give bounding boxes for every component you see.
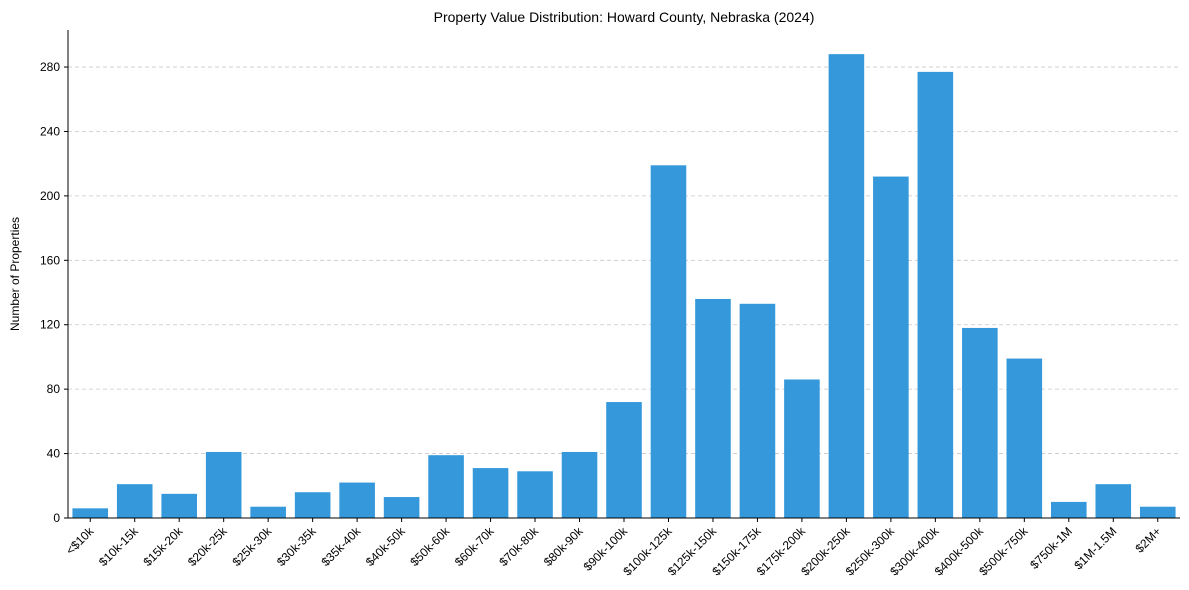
x-tick-label: $70k-80k — [496, 524, 542, 570]
x-tick-labels: <$10k $10k-15k $15k-20k $20k-25k $25k-30k $30… — [63, 524, 1164, 579]
bars — [72, 54, 1176, 519]
bar — [472, 468, 509, 518]
bar — [561, 451, 598, 518]
x-tick-label: $2M+ — [1133, 524, 1164, 555]
y-tick-label: 80 — [47, 382, 61, 396]
bar — [294, 492, 331, 518]
bar — [1006, 358, 1043, 518]
x-tick-label: $60k-70k — [452, 524, 498, 570]
y-tick-label: 240 — [40, 124, 60, 138]
bar — [1095, 484, 1132, 518]
x-tick-label: $40k-50k — [363, 524, 409, 570]
y-axis-label: Number of Properties — [8, 217, 22, 331]
x-tick-label: $80k-90k — [541, 524, 587, 570]
bar — [962, 327, 998, 518]
bar — [873, 176, 909, 519]
bar — [784, 379, 820, 518]
x-tick-label: $35k-40k — [318, 524, 364, 570]
gridlines — [68, 66, 1180, 454]
x-tick-label: $10k-15k — [96, 524, 142, 570]
bar — [72, 508, 109, 518]
x-tick-label: $25k-30k — [229, 524, 275, 570]
bar — [116, 484, 153, 518]
x-tick-label: $30k-35k — [274, 524, 320, 570]
y-tick-label: 200 — [40, 189, 60, 203]
bar — [650, 165, 687, 519]
bar — [161, 493, 197, 518]
bar — [383, 497, 420, 518]
x-tick-label: $750k-1M — [1027, 524, 1075, 572]
bar — [606, 402, 642, 518]
y-tick-label: 40 — [47, 447, 61, 461]
bar — [695, 298, 731, 518]
y-tick-label: 120 — [40, 318, 60, 332]
y-tick-labels: 0 40 80 120 160 200 240 280 — [40, 60, 60, 525]
bar — [205, 451, 242, 518]
y-tick-label: 160 — [40, 253, 60, 267]
bar — [739, 303, 776, 518]
bar — [1139, 506, 1176, 518]
bar — [828, 54, 865, 518]
bar — [428, 455, 464, 518]
bar — [917, 71, 954, 519]
bar — [339, 482, 375, 518]
y-tick-label: 280 — [40, 60, 60, 74]
y-tick-label: 0 — [53, 511, 60, 525]
axes — [64, 30, 1180, 522]
bar — [1051, 501, 1087, 518]
bar — [517, 471, 553, 518]
x-tick-label: $15k-20k — [141, 524, 187, 570]
x-tick-label: $50k-60k — [407, 524, 453, 570]
bar — [250, 506, 286, 518]
x-tick-label: $500k-750k — [976, 524, 1031, 579]
chart-title: Property Value Distribution: Howard Coun… — [434, 9, 815, 25]
x-tick-label: <$10k — [63, 524, 97, 558]
x-tick-label: $20k-25k — [185, 524, 231, 570]
x-tick-label: $1M-1.5M — [1071, 524, 1119, 572]
